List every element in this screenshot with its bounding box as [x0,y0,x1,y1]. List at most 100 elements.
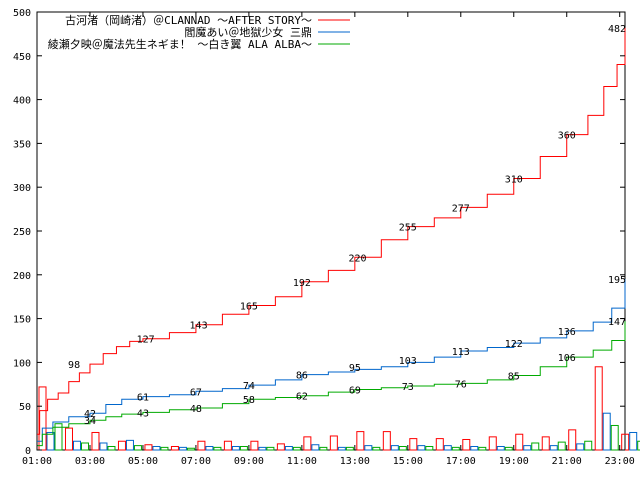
hourly-bar [523,445,532,451]
legend-label: 古河渚（岡崎渚）＠CLANNAD 〜AFTER STORY〜 [65,13,312,27]
point-label: 61 [137,393,149,404]
point-label: 86 [296,371,308,382]
x-tick-label: 09:00 [234,456,264,467]
point-label: 310 [505,174,523,185]
hourly-bar [107,445,116,451]
hourly-bar [223,440,232,451]
hourly-bar [186,447,195,451]
hourly-bar [417,445,426,451]
x-tick-label: 07:00 [181,456,211,467]
point-label: 58 [243,395,255,406]
hourly-bar [80,442,89,451]
hourly-bar [462,438,471,451]
hourly-bar [504,446,513,451]
hourly-bar [390,445,399,451]
y-tick-label: 0 [25,446,31,457]
axes: 0 50 100 150 200 250 300 350 400 450 500 01:00 03:00… [13,8,635,467]
point-label: 42 [84,409,96,420]
point-label: 85 [508,372,520,383]
hourly-bar [382,431,391,451]
hourly-bar [496,445,505,451]
point-label: 136 [558,327,576,338]
hourly-bar [531,442,540,451]
hourly-bar [364,445,373,451]
point-labels: 98 127 143 165 192 220 255 277 310 360 482 42 61 67 74… [68,24,626,427]
y-tick-label: 200 [13,271,31,282]
hourly-bar [372,446,381,451]
hourly-bar [425,445,434,451]
hourly-bar [594,366,603,451]
hourly-bar [345,446,354,451]
hourly-bar [239,445,248,451]
y-tick-label: 100 [13,358,31,369]
hourly-bar [629,431,638,451]
y-tick-label: 50 [19,402,31,413]
point-label: 76 [455,379,467,390]
hourly-bar [133,445,142,451]
x-tick-label: 13:00 [340,456,370,467]
y-tick-label: 300 [13,183,31,194]
x-tick-label: 21:00 [552,456,582,467]
point-label: 143 [190,321,208,332]
hourly-bar [584,440,593,451]
x-tick-label: 03:00 [75,456,105,467]
hourly-bar [292,446,301,451]
hourly-bar [356,431,365,451]
series-lines [37,27,626,447]
y-tick-label: 250 [13,227,31,238]
legend-label: 綾瀬夕映＠魔法先生ネギま！ 〜白き翼 ALA ALBA〜 [48,37,312,51]
hourly-bar [160,446,169,451]
hourly-bar [54,423,63,451]
hourly-bar [170,445,179,451]
hourly-bar [250,440,259,451]
point-label: 277 [452,203,470,214]
hourly-bar [329,435,338,451]
point-label: 113 [452,347,470,358]
point-label: 95 [349,363,361,374]
point-label: 62 [296,392,308,403]
hourly-bar [621,433,630,451]
hourly-bar [231,445,240,451]
hourly-bar [541,436,550,451]
hourly-bar [178,446,187,451]
hourly-bar [91,431,100,451]
point-label: 255 [399,223,417,234]
point-label: 147 [608,317,626,328]
hourly-bar [549,445,558,451]
point-label: 74 [243,381,255,392]
point-label: 73 [402,382,414,393]
hourly-bars [38,366,640,451]
series-line [37,279,626,442]
hourly-bar [610,424,619,451]
point-label: 98 [68,360,80,371]
point-label: 195 [608,275,626,286]
hourly-bar [398,445,407,451]
hourly-bar [266,446,275,451]
series-line [37,27,626,435]
hourly-bar [337,446,346,451]
hourly-bar [99,442,108,451]
y-tick-label: 150 [13,315,31,326]
point-label: 48 [190,404,202,415]
hourly-bar [576,443,585,451]
point-label: 106 [558,353,576,364]
x-tick-label: 23:00 [605,456,635,467]
x-tick-label: 17:00 [446,456,476,467]
hourly-bar [451,446,460,451]
hourly-bar [303,436,312,451]
hourly-bar [637,440,640,451]
hourly-bar [46,431,55,451]
y-tick-label: 400 [13,96,31,107]
hourly-bar [488,436,497,451]
hourly-bar [205,445,214,451]
x-tick-label: 19:00 [499,456,529,467]
point-label: 34 [84,416,96,427]
y-tick-label: 350 [13,139,31,150]
hourly-bar [478,446,487,451]
plot-frame [36,11,626,451]
point-label: 165 [240,301,258,312]
y-tick-label: 500 [13,8,31,19]
hourly-bar [284,445,293,451]
point-label: 482 [608,24,626,35]
